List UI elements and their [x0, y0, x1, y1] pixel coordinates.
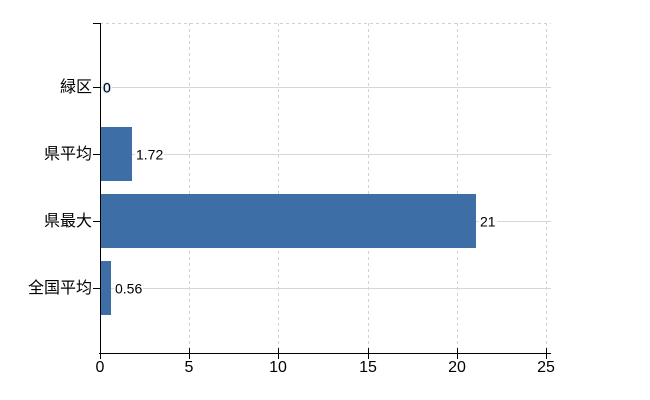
- horizontal-gridline: [100, 87, 551, 88]
- x-tick-label: 15: [359, 359, 377, 376]
- x-tick-label: 25: [537, 359, 555, 376]
- value-label: 0: [102, 79, 112, 96]
- x-tick-label: 5: [184, 359, 194, 376]
- x-axis-tick: [546, 348, 547, 359]
- y-axis-tick: [93, 221, 100, 222]
- x-axis-tick: [278, 348, 279, 359]
- vertical-gridline: [278, 23, 279, 353]
- category-label: 緑区: [59, 79, 92, 96]
- vertical-gridline: [368, 23, 369, 353]
- x-axis-tick: [457, 348, 458, 359]
- vertical-gridline: [189, 23, 190, 353]
- category-label: 県平均: [43, 146, 92, 163]
- x-tick-label: 0: [95, 359, 105, 376]
- x-axis-line: [99, 353, 551, 354]
- category-label: 県最大: [43, 213, 92, 230]
- x-tick-label: 20: [448, 359, 466, 376]
- horizontal-gridline: [100, 154, 551, 155]
- x-axis-tick: [189, 348, 190, 359]
- vertical-gridline: [457, 23, 458, 353]
- category-label: 全国平均: [27, 280, 92, 297]
- y-axis-tick: [93, 288, 100, 289]
- plot-right-border: [546, 23, 547, 353]
- chart-bar: [101, 194, 476, 248]
- plot-top-border: [100, 23, 551, 24]
- value-label: 0.56: [114, 280, 144, 297]
- y-axis-line: [100, 23, 101, 359]
- horizontal-gridline: [100, 288, 551, 289]
- y-axis-tick: [93, 154, 100, 155]
- value-label: 1.72: [135, 146, 165, 163]
- value-label: 21: [479, 213, 497, 230]
- chart-bar: [101, 261, 111, 315]
- x-axis-tick: [368, 348, 369, 359]
- x-tick-label: 10: [269, 359, 287, 376]
- y-axis-tick: [93, 23, 100, 24]
- y-axis-tick: [93, 87, 100, 88]
- chart-bar: [101, 127, 132, 181]
